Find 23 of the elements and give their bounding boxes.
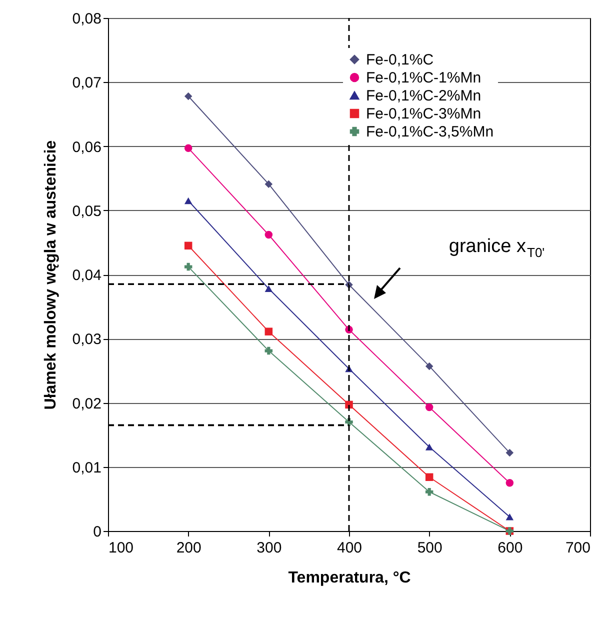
y-tick-label: 0,08 [72,10,102,28]
x-tick-label: 100 [108,540,134,556]
legend-label: Fe-0,1%C [366,52,434,68]
y-tick-label: 0,03 [72,331,102,348]
legend-label: Fe-0,1%C-2%Mn [366,88,482,104]
legend-label: Fe-0,1%C-3,5%Mn [366,124,494,140]
legend-label: Fe-0,1%C-3%Mn [366,106,482,122]
y-tick-label: 0,05 [72,202,102,220]
x-tick-label: 700 [565,540,590,556]
y-tick-label: 0,02 [72,395,102,412]
y-tick-label: 0,04 [72,267,102,284]
y-tick-label: 0,01 [72,459,102,476]
legend-label: Fe-0,1%C-1%Mn [366,70,482,86]
y-tick-label: 0,07 [72,74,102,92]
x-tick-label: 200 [176,540,202,556]
x-axis-title: Temperatura, °C [288,570,412,586]
y-tick-label: 0 [93,524,102,540]
x-tick-label: 400 [336,540,362,556]
x-tick-label: 500 [417,540,442,556]
y-axis-title: Ułamek molowy węgla w austenicie [42,140,60,410]
x-tick-label: 300 [256,540,282,556]
x-tick-label: 600 [498,540,523,556]
y-tick-label: 0,06 [72,138,102,156]
